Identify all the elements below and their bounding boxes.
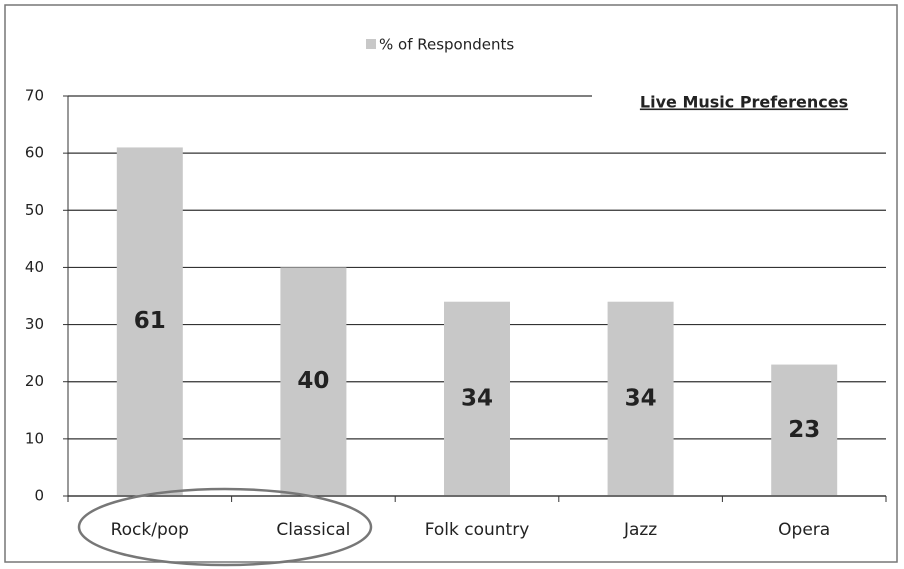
y-tick-label: 10 [25, 429, 44, 447]
data-label: 34 [625, 385, 657, 411]
y-tick-label: 60 [25, 144, 44, 162]
data-label: 23 [788, 417, 820, 443]
y-tick-label: 40 [25, 258, 44, 276]
legend-label: % of Respondents [379, 36, 514, 54]
bar [444, 301, 510, 496]
y-tick-label: 70 [25, 87, 44, 105]
bar [771, 364, 838, 496]
bar [280, 267, 347, 496]
data-label: 40 [297, 368, 329, 394]
x-tick-label: Opera [778, 520, 830, 540]
y-tick-label: 0 [34, 487, 44, 505]
x-tick-label: Folk country [425, 520, 530, 540]
chart-title: Live Music Preferences [640, 93, 848, 112]
legend-swatch [366, 39, 376, 49]
highlight-ellipse [77, 487, 373, 567]
y-tick-label: 20 [25, 372, 44, 390]
y-tick-label: 50 [25, 201, 44, 219]
title-box [592, 80, 888, 128]
bar [116, 147, 183, 496]
plot-area: % of Respondents 0 10 20 30 40 50 60 70 Rock/pop 6… [25, 36, 887, 540]
x-tick-label: Classical [276, 520, 350, 540]
data-label: 34 [461, 385, 493, 411]
y-tick-label: 30 [25, 315, 44, 333]
x-tick-label: Rock/pop [111, 520, 189, 540]
data-label: 61 [134, 308, 166, 334]
x-tick-label: Jazz [623, 520, 657, 540]
bar [607, 301, 674, 496]
